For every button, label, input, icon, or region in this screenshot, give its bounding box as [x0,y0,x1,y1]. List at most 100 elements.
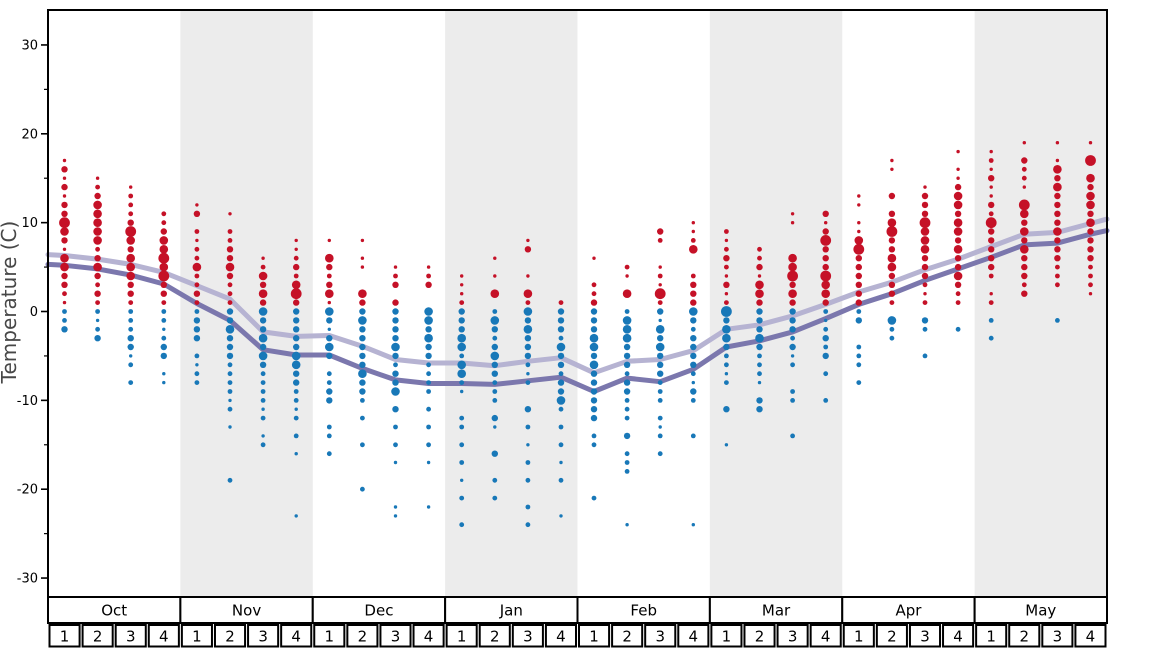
week-label: 1 [192,628,202,646]
cold-temp-dot [226,317,234,324]
warm-temp-dot [227,238,233,243]
week-cell [313,624,346,648]
warm-temp-dot [657,273,663,279]
cold-temp-dot [690,317,697,324]
warm-temp-dot [290,288,302,300]
cold-temp-dot [623,379,631,386]
warm-temp-dot [161,220,167,226]
week-cell [445,624,478,648]
cold-temp-dot [424,307,433,316]
cold-temp-dot [360,442,365,448]
warm-temp-dot [757,274,762,278]
cold-temp-dot [756,343,763,351]
cold-temp-dot [690,398,696,403]
cold-temp-dot [160,352,167,360]
cold-temp-dot [624,415,630,421]
cold-temp-dot [922,353,928,359]
cold-temp-dot [326,451,332,457]
cold-temp-dot [657,361,664,368]
warm-temp-dot [1085,155,1096,166]
warm-temp-dot [62,194,67,198]
week-label: 4 [556,628,566,646]
warm-temp-dot [259,299,267,306]
cold-temp-dot [161,318,167,323]
warm-temp-dot [358,289,367,299]
warm-temp-dot [525,300,531,305]
warm-temp-dot [160,281,167,288]
week-cell [280,624,313,648]
warm-temp-dot [857,221,861,225]
cold-temp-dot [724,380,729,385]
cold-temp-dot [459,495,465,501]
cold-temp-dot [624,460,630,465]
cold-temp-dot [822,352,829,360]
warm-temp-dot [888,272,896,280]
cold-temp-dot [293,398,299,403]
cold-temp-dot [525,522,531,528]
warm-temp-dot [93,218,102,227]
month-label: Mar [762,602,791,620]
cold-temp-dot [790,362,795,368]
cold-temp-dot [624,398,630,403]
cold-temp-dot [988,335,994,341]
warm-temp-dot [591,291,597,297]
week-cell [975,624,1008,648]
warm-temp-dot [954,281,962,288]
cold-temp-dot [655,325,665,334]
cold-temp-dot [424,316,433,325]
cold-temp-dot [624,451,630,457]
warm-temp-dot [956,176,960,180]
warm-temp-dot [227,282,233,288]
cold-temp-dot [790,389,795,394]
cold-temp-dot [226,343,234,351]
warm-temp-dot [757,246,762,252]
cold-temp-dot [523,325,533,334]
cold-temp-dot [259,343,267,351]
week-cell [213,624,247,648]
warm-temp-dot [887,262,897,272]
warm-temp-dot [325,253,334,263]
cold-temp-dot [459,460,465,465]
warm-temp-dot [756,263,763,271]
cold-temp-dot [293,370,300,377]
cold-temp-dot [623,388,631,395]
cold-temp-dot [887,316,897,325]
cold-temp-dot [756,397,763,404]
cold-temp-dot [260,398,266,403]
cold-temp-dot [129,354,133,358]
warm-temp-dot [625,274,629,278]
warm-temp-dot [360,238,365,243]
cold-temp-dot [227,477,233,483]
cold-temp-dot [258,333,268,343]
cold-temp-dot [195,363,199,367]
cold-temp-dot [558,406,564,412]
cold-temp-dot [359,379,366,386]
cold-temp-dot [227,389,233,394]
warm-temp-dot [225,262,235,272]
week-cell [809,624,842,648]
warm-temp-dot [327,300,331,305]
cold-temp-dot [589,333,599,343]
cold-temp-dot [425,343,432,351]
warm-temp-dot [294,247,298,251]
warm-temp-dot [61,281,68,288]
warm-temp-dot [259,281,267,288]
warm-temp-dot [888,192,896,200]
cold-temp-dot [227,380,233,385]
week-label: 3 [1053,628,1063,646]
cold-temp-dot [193,317,201,324]
cold-temp-dot [757,353,762,359]
warm-temp-dot [1087,255,1094,262]
warm-temp-dot [1021,157,1028,164]
week-label: 1 [854,628,864,646]
cold-temp-dot [590,317,598,324]
warm-temp-dot [59,217,70,229]
warm-temp-dot [327,238,331,243]
warm-temp-dot [61,183,68,191]
cold-temp-dot [558,442,564,448]
warm-temp-dot [459,300,465,305]
warm-temp-dot [953,218,963,227]
warm-temp-dot [855,255,862,262]
cold-temp-dot [655,342,665,352]
warm-temp-dot [657,228,664,235]
